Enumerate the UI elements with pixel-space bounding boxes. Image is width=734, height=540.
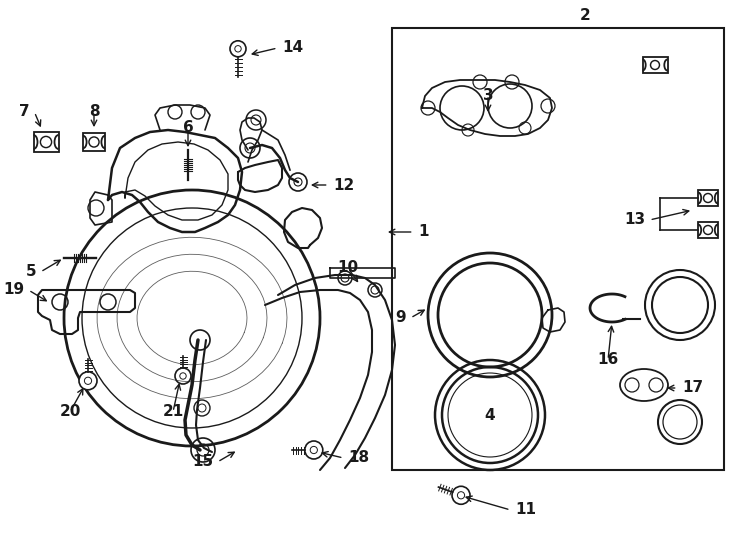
Bar [698,190,718,206]
Circle shape [175,368,191,384]
Bar [642,57,667,73]
Text: 15: 15 [192,455,213,469]
Text: 2: 2 [580,8,590,23]
Text: 10: 10 [338,260,359,275]
Circle shape [452,487,470,504]
Text: 16: 16 [597,353,619,368]
Circle shape [230,41,246,57]
Bar [698,222,718,238]
Bar [392,28,724,470]
Text: 19: 19 [3,282,24,298]
Bar [34,132,59,152]
Text: 17: 17 [682,381,703,395]
Text: 18: 18 [348,450,369,465]
Text: 13: 13 [624,213,645,227]
Bar [83,133,105,151]
Text: 14: 14 [282,40,303,56]
Text: 11: 11 [515,503,536,517]
Text: 12: 12 [333,178,355,192]
Ellipse shape [620,369,668,401]
Text: 21: 21 [162,404,184,420]
Text: 3: 3 [483,87,493,103]
Text: 6: 6 [183,120,193,136]
Text: 20: 20 [59,404,81,420]
Text: 1: 1 [418,225,429,240]
Circle shape [305,441,323,459]
Text: 8: 8 [89,105,99,119]
Text: 7: 7 [19,105,30,119]
Circle shape [79,372,97,390]
Text: 9: 9 [396,310,406,326]
Text: 5: 5 [26,265,36,280]
Text: 4: 4 [484,408,495,422]
